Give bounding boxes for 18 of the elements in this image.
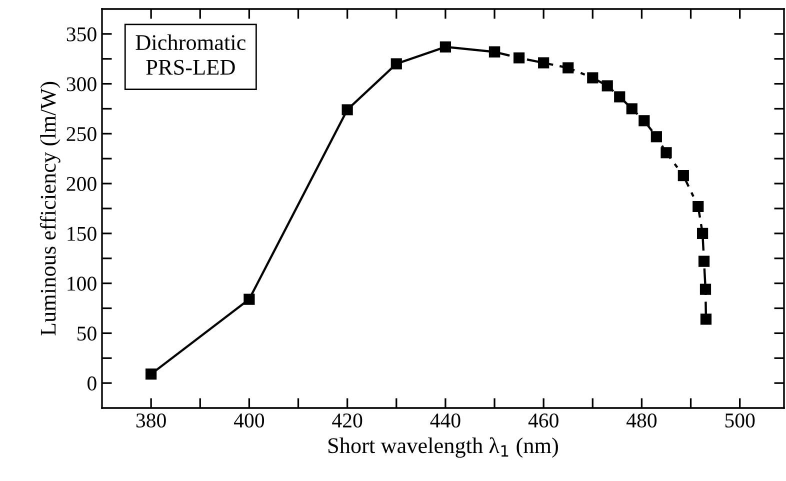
- y-tick-label: 350: [66, 27, 96, 42]
- y-tick-label: 200: [66, 176, 96, 191]
- x-tick-label: 440: [430, 413, 460, 428]
- y-tick-label: 300: [66, 77, 96, 92]
- y-axis-title: Luminous efficiency (lm/W): [40, 82, 60, 336]
- x-tick-label: 400: [234, 413, 264, 428]
- annotation: Dichromatic PRS-LED: [136, 34, 246, 75]
- y-tick-label: 0: [88, 376, 96, 390]
- y-tick-label: 100: [68, 276, 96, 291]
- y-tick-label: 50: [78, 326, 96, 341]
- y-tick-label: 150: [68, 226, 96, 241]
- y-tick-label: 250: [66, 127, 96, 142]
- x-tick-label: 380: [136, 413, 166, 428]
- x-tick-label: 460: [528, 413, 558, 428]
- x-tick-label: 420: [332, 413, 362, 428]
- x-tick-label: 500: [725, 413, 755, 428]
- x-tick-label: 480: [626, 413, 657, 428]
- x-axis-title: Short wavelength λ$_{1}$ (nm): [328, 437, 558, 458]
